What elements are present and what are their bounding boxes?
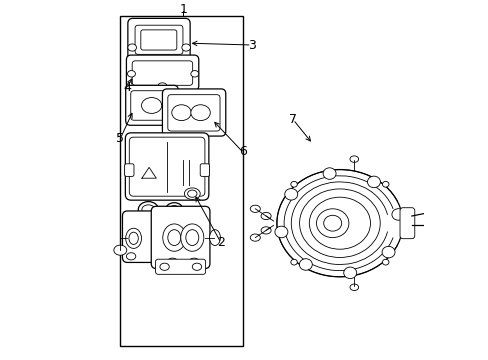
FancyBboxPatch shape — [200, 164, 209, 176]
Ellipse shape — [381, 246, 394, 258]
Ellipse shape — [141, 98, 162, 113]
Text: 3: 3 — [247, 39, 255, 51]
Ellipse shape — [209, 230, 220, 246]
Ellipse shape — [323, 215, 341, 231]
Ellipse shape — [349, 156, 358, 162]
Ellipse shape — [171, 105, 191, 121]
FancyBboxPatch shape — [141, 30, 177, 50]
Ellipse shape — [192, 263, 201, 270]
Ellipse shape — [160, 263, 169, 270]
Ellipse shape — [158, 83, 166, 89]
Ellipse shape — [323, 168, 335, 179]
Ellipse shape — [261, 227, 270, 234]
Text: 4: 4 — [123, 81, 131, 94]
Ellipse shape — [187, 190, 197, 197]
Ellipse shape — [290, 259, 297, 265]
Ellipse shape — [382, 259, 388, 265]
FancyBboxPatch shape — [162, 89, 225, 136]
Ellipse shape — [188, 258, 199, 266]
Text: 7: 7 — [288, 113, 297, 126]
Ellipse shape — [190, 71, 199, 77]
Ellipse shape — [284, 189, 297, 200]
Ellipse shape — [129, 232, 138, 244]
FancyBboxPatch shape — [135, 25, 183, 54]
Ellipse shape — [169, 206, 179, 213]
Ellipse shape — [185, 230, 199, 246]
Bar — [120, 16, 242, 346]
Ellipse shape — [165, 203, 183, 216]
Ellipse shape — [181, 224, 203, 251]
Ellipse shape — [299, 259, 312, 270]
Ellipse shape — [316, 209, 348, 238]
Ellipse shape — [250, 234, 260, 241]
Ellipse shape — [190, 105, 210, 121]
Ellipse shape — [167, 258, 178, 266]
Ellipse shape — [290, 181, 297, 187]
Ellipse shape — [274, 226, 287, 238]
Ellipse shape — [382, 181, 388, 187]
Ellipse shape — [261, 212, 270, 220]
Text: 6: 6 — [238, 145, 246, 158]
Ellipse shape — [391, 209, 404, 220]
Text: 1: 1 — [179, 3, 187, 15]
FancyBboxPatch shape — [130, 91, 172, 120]
Ellipse shape — [349, 284, 358, 291]
Ellipse shape — [343, 267, 356, 279]
Ellipse shape — [250, 205, 260, 212]
Ellipse shape — [127, 71, 135, 77]
FancyBboxPatch shape — [126, 55, 199, 90]
Ellipse shape — [127, 44, 136, 51]
FancyBboxPatch shape — [151, 206, 209, 269]
Ellipse shape — [126, 253, 136, 260]
Ellipse shape — [142, 205, 155, 214]
Ellipse shape — [367, 176, 380, 188]
Ellipse shape — [182, 44, 190, 51]
FancyBboxPatch shape — [125, 133, 208, 200]
FancyBboxPatch shape — [125, 85, 178, 125]
FancyBboxPatch shape — [129, 137, 204, 196]
FancyBboxPatch shape — [167, 95, 220, 131]
Ellipse shape — [167, 230, 181, 246]
Ellipse shape — [184, 188, 200, 199]
Ellipse shape — [125, 228, 141, 248]
Ellipse shape — [138, 202, 158, 217]
FancyBboxPatch shape — [122, 211, 163, 262]
FancyBboxPatch shape — [155, 259, 205, 274]
Text: 5: 5 — [116, 132, 124, 145]
Ellipse shape — [163, 224, 185, 251]
Ellipse shape — [114, 245, 126, 255]
FancyBboxPatch shape — [132, 61, 192, 85]
FancyBboxPatch shape — [425, 212, 436, 230]
Text: 2: 2 — [217, 237, 224, 249]
FancyBboxPatch shape — [124, 164, 134, 176]
FancyBboxPatch shape — [127, 18, 190, 61]
FancyBboxPatch shape — [399, 208, 414, 239]
